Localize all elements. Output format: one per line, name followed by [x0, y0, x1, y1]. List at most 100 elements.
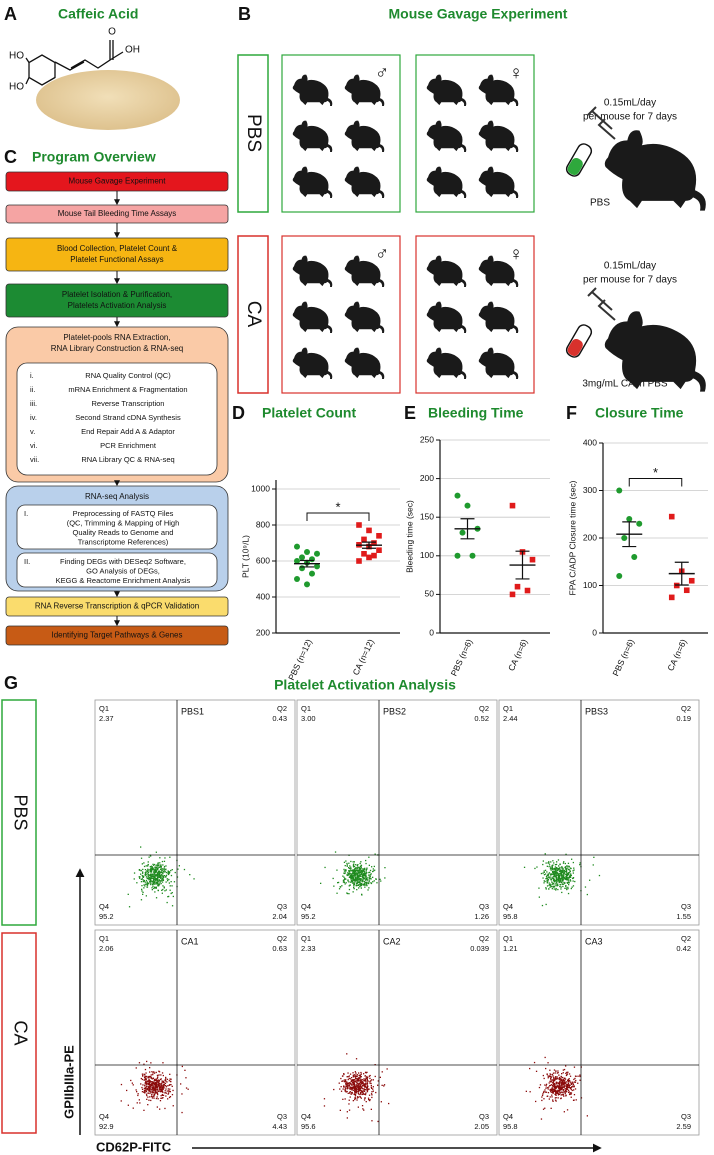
event-dot [354, 870, 356, 872]
event-dot [538, 887, 540, 889]
event-dot [551, 876, 553, 878]
event-dot [156, 874, 158, 876]
y-axis-label: Bleeding time (sec) [404, 500, 414, 573]
data-point [314, 563, 320, 570]
y-tick-label: 200 [420, 473, 434, 483]
event-dot [542, 1108, 545, 1110]
event-dot [355, 1088, 357, 1091]
event-dot [142, 868, 144, 871]
event-dot [150, 1086, 152, 1088]
event-dot [358, 1085, 360, 1087]
event-dot [360, 1093, 362, 1095]
event-dot [342, 875, 344, 877]
event-dot [352, 891, 354, 893]
event-dot [367, 879, 369, 881]
step-text: Platelets Activation Analysis [68, 301, 167, 310]
event-dot [352, 1086, 354, 1088]
event-dot [343, 868, 345, 871]
event-dot [355, 1091, 358, 1093]
event-dot [141, 1091, 144, 1093]
event-dot [553, 888, 555, 890]
event-dot [549, 876, 551, 878]
event-dot [545, 1091, 548, 1093]
event-dot [542, 860, 544, 862]
event-dot [166, 1078, 169, 1080]
event-dot [147, 861, 149, 863]
event-dot [569, 875, 571, 877]
event-dot [546, 882, 549, 884]
tube-liquid [567, 157, 583, 176]
event-dot [370, 1084, 372, 1087]
event-dot [557, 1089, 559, 1091]
chart-title: Bleeding Time [428, 405, 524, 421]
event-dot [556, 880, 558, 882]
event-dot [346, 1088, 349, 1090]
event-dot [363, 1109, 365, 1111]
event-dot [173, 881, 176, 883]
event-dot [354, 1081, 356, 1083]
significance-label: * [335, 499, 340, 514]
syringe [587, 287, 616, 321]
event-dot [339, 886, 342, 888]
event-dot [557, 1070, 559, 1072]
event-dot [163, 1084, 165, 1086]
event-dot [167, 872, 169, 874]
event-dot [162, 864, 164, 866]
step-text: Mouse Gavage Experiment [69, 177, 167, 186]
event-dot [164, 1079, 166, 1081]
event-dot [554, 1088, 556, 1090]
event-dot [598, 874, 601, 877]
event-dot [152, 1091, 154, 1094]
event-dot [358, 878, 360, 880]
panel-title: Mouse Gavage Experiment [389, 6, 568, 22]
subbox-text: KEGG & Reactome Enrichment Analysis [56, 576, 191, 585]
event-dot [552, 869, 554, 871]
event-dot [353, 1088, 356, 1090]
event-dot [151, 873, 153, 875]
event-dot [551, 1096, 553, 1098]
event-dot [542, 1093, 544, 1095]
event-dot [160, 880, 162, 882]
event-dot [354, 1077, 357, 1080]
data-point [621, 535, 628, 541]
event-dot [357, 884, 360, 886]
event-dot [156, 882, 159, 884]
event-dot [131, 1082, 133, 1084]
event-dot [153, 1086, 155, 1089]
event-dot [152, 1084, 154, 1086]
event-dot [360, 1073, 362, 1075]
subbox-text: (QC, Trimming & Mapping of High [67, 518, 180, 527]
event-dot [365, 875, 368, 877]
panel-title: Caffeic Acid [58, 6, 138, 22]
event-dot [568, 882, 570, 884]
event-dot [161, 1080, 163, 1082]
atom-label: O [108, 27, 116, 38]
row-label: CA [10, 1020, 30, 1045]
event-dot [348, 1099, 350, 1101]
event-dot [150, 1085, 153, 1087]
data-point [454, 492, 461, 499]
event-dot [563, 1083, 565, 1085]
panel-letter: E [404, 403, 416, 423]
event-dot [343, 1079, 345, 1081]
event-dot [365, 883, 367, 885]
event-dot [551, 1079, 554, 1081]
event-dot [544, 869, 547, 871]
event-dot [370, 1086, 372, 1088]
event-dot [553, 880, 556, 882]
event-dot [563, 1086, 565, 1088]
event-dot [159, 880, 161, 882]
event-dot [356, 870, 358, 872]
event-dot [558, 876, 560, 878]
event-dot [355, 879, 358, 881]
event-dot [159, 868, 162, 871]
event-dot [349, 1096, 351, 1098]
event-dot [589, 879, 591, 881]
event-dot [368, 1094, 371, 1096]
event-dot [158, 870, 160, 872]
event-dot [140, 857, 143, 859]
event-dot [349, 1073, 352, 1075]
event-dot [580, 1097, 583, 1099]
event-dot [352, 879, 355, 881]
event-dot [153, 883, 155, 885]
